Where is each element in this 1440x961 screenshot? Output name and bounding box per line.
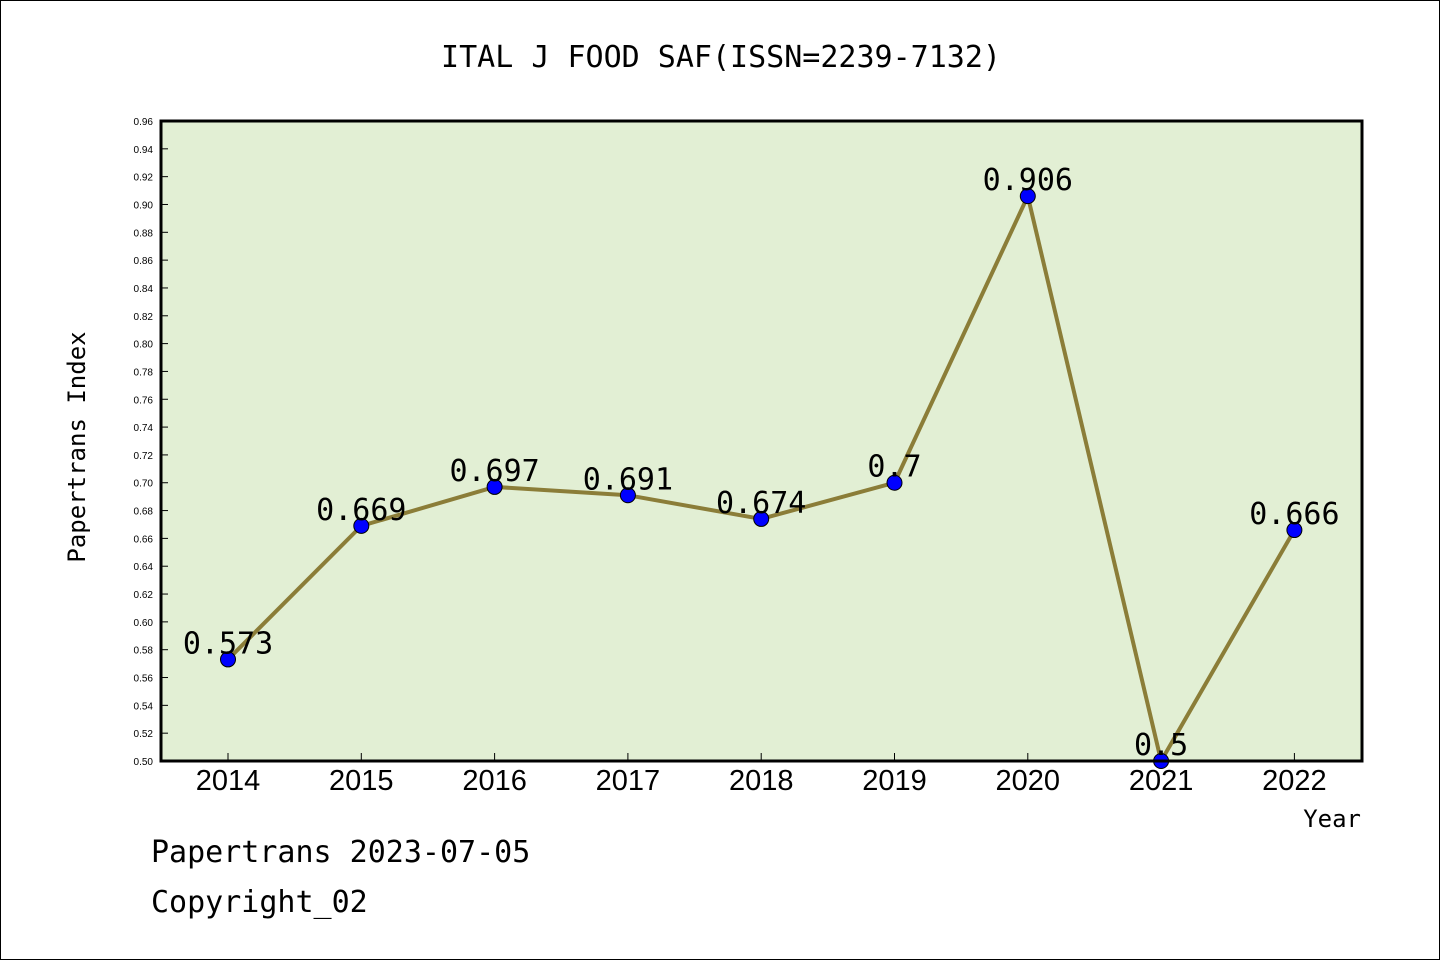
data-label: 0.5	[1134, 728, 1188, 763]
data-label: 0.7	[867, 450, 921, 485]
y-tick-label: 0.60	[134, 618, 154, 629]
data-point	[1286, 522, 1303, 539]
footer-date: Papertrans 2023-07-05	[151, 835, 531, 870]
y-tick-label: 0.54	[134, 701, 154, 712]
x-tick-label: 2021	[1129, 765, 1194, 797]
y-tick-label: 0.58	[134, 646, 154, 657]
plot-area	[161, 121, 1362, 761]
data-point	[486, 478, 503, 495]
x-tick-label: 2018	[729, 765, 794, 797]
y-tick-label: 0.56	[134, 674, 154, 685]
y-tick-label: 0.92	[134, 173, 154, 184]
data-point	[353, 517, 370, 534]
data-point	[619, 487, 636, 504]
data-point	[1019, 188, 1036, 205]
y-tick-label: 0.72	[134, 451, 154, 462]
x-tick-label: 2016	[462, 765, 527, 797]
y-tick-label: 0.66	[134, 534, 154, 545]
data-label: 0.697	[449, 454, 539, 489]
y-tick-label: 0.64	[134, 562, 154, 573]
x-tick-label: 2020	[996, 765, 1061, 797]
data-label: 0.666	[1249, 497, 1339, 532]
y-tick-label: 0.82	[134, 312, 154, 323]
y-tick-label: 0.52	[134, 729, 154, 740]
chart-title: ITAL J FOOD SAF(ISSN=2239-7132)	[441, 40, 1001, 75]
y-tick-label: 0.88	[134, 228, 154, 239]
x-tick-label: 2022	[1262, 765, 1327, 797]
data-point	[886, 474, 903, 491]
y-tick-label: 0.96	[134, 117, 154, 128]
x-tick-label: 2015	[329, 765, 394, 797]
plot-border	[159, 119, 1364, 763]
y-tick-label: 0.94	[134, 145, 154, 156]
data-label: 0.573	[183, 626, 273, 661]
footer-copyright: Copyright_02	[151, 885, 368, 920]
x-tick-label: 2017	[596, 765, 661, 797]
y-tick-label: 0.62	[134, 590, 154, 601]
y-tick-label: 0.68	[134, 507, 154, 518]
y-tick-label: 0.70	[134, 479, 154, 490]
y-tick-label: 0.78	[134, 367, 154, 378]
y-tick-label: 0.84	[134, 284, 154, 295]
x-axis-label: Year	[1303, 805, 1361, 833]
x-axis-ticks: 2014 2015 2016 2017 2018 2019 2020 2021 2022	[196, 753, 1327, 797]
y-tick-label: 0.86	[134, 256, 154, 267]
data-point	[753, 510, 770, 527]
data-point	[220, 651, 236, 668]
y-tick-label: 0.76	[134, 395, 154, 406]
y-tick-label: 0.90	[134, 200, 154, 211]
data-label: 0.906	[983, 163, 1073, 198]
x-tick-label: 2014	[196, 765, 261, 797]
y-axis-label: Papertrans Index	[63, 331, 91, 562]
y-tick-label: 0.50	[134, 757, 154, 768]
x-tick-label: 2019	[862, 765, 927, 797]
series-layer: 0.573 0.669 0.697 0.691 0.674 0.7 0.906 0.5 0.66…	[183, 163, 1340, 769]
data-label: 0.674	[716, 486, 806, 521]
data-label: 0.669	[316, 493, 406, 528]
y-tick-label: 0.74	[134, 423, 154, 434]
y-tick-label: 0.80	[134, 340, 154, 351]
data-label: 0.691	[583, 462, 673, 497]
